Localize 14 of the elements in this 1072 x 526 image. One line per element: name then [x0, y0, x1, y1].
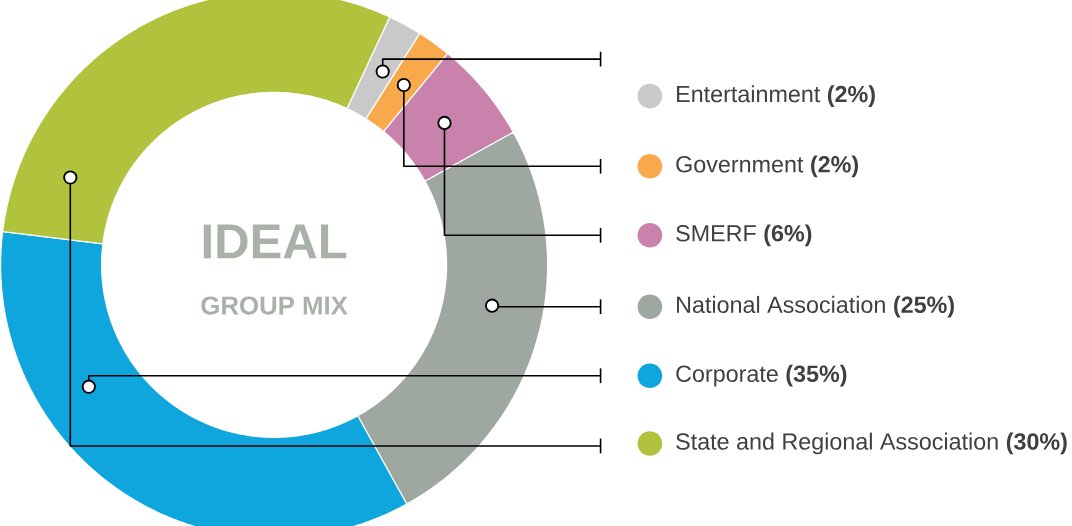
text: IDEAL — [203, 224, 347, 259]
data-label: (2%) — [811, 155, 858, 178]
legend-label: National Association — [677, 295, 885, 313]
legend-label: State and Regional Association — [676, 432, 998, 455]
text: GROUP MIX — [201, 296, 348, 315]
legend-label: Entertainment — [677, 85, 821, 103]
legend-label: SMERF — [676, 225, 756, 242]
legend-label: Government — [676, 156, 804, 173]
data-label: (25%) — [894, 295, 954, 318]
data-label: (35%) — [786, 364, 847, 387]
data-label: (2%) — [827, 85, 875, 107]
data-label: (6%) — [764, 224, 812, 247]
data-label: (30%) — [1006, 432, 1067, 455]
legend-label: Corporate — [676, 365, 778, 387]
